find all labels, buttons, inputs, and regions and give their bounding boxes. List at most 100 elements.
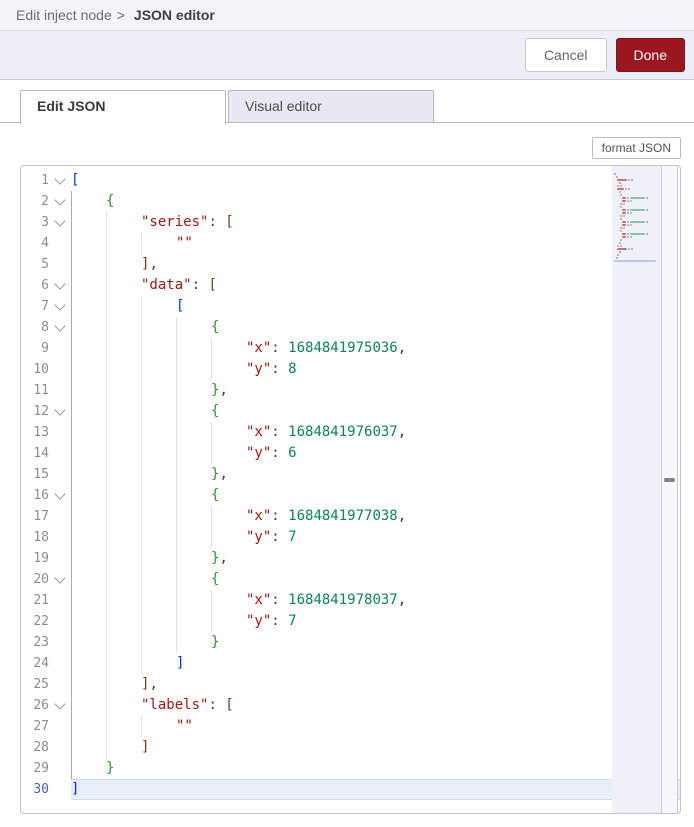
code-line[interactable]: 11}, — [21, 380, 680, 401]
code-line[interactable]: 16 { — [21, 485, 680, 506]
code-line[interactable]: 19}, — [21, 548, 680, 569]
code-line[interactable]: 26 "labels": [ — [21, 695, 680, 716]
line-content[interactable]: "x": 1684841978037, — [71, 590, 680, 611]
line-content[interactable]: "x": 1684841976037, — [71, 422, 680, 443]
line-content[interactable]: ], — [71, 674, 680, 695]
line-content[interactable]: [ — [71, 296, 680, 317]
fold-margin — [49, 737, 71, 758]
code-line[interactable]: 29} — [21, 758, 680, 779]
token-num: 8 — [288, 361, 297, 377]
token-pun: : — [271, 445, 289, 461]
code-line[interactable]: 3 "series": [ — [21, 212, 680, 233]
tab-visual-editor[interactable]: Visual editor — [228, 90, 434, 122]
code-line[interactable]: 7[ — [21, 296, 680, 317]
fold-toggle[interactable] — [49, 317, 71, 338]
line-content[interactable]: { — [71, 401, 680, 422]
code-line[interactable]: 28] — [21, 737, 680, 758]
code-line[interactable]: 22 "y": 7 — [21, 611, 680, 632]
line-content[interactable]: "y": 7 — [71, 527, 680, 548]
line-content[interactable]: { — [71, 569, 680, 590]
fold-toggle[interactable] — [49, 275, 71, 296]
fold-toggle[interactable] — [49, 485, 71, 506]
line-content[interactable]: ] — [71, 779, 680, 800]
token-br2: } — [211, 634, 220, 650]
chevron-down-icon[interactable] — [54, 173, 66, 185]
line-content[interactable]: "x": 1684841977038, — [71, 506, 680, 527]
dialog-action-bar: Cancel Done — [0, 31, 694, 80]
chevron-down-icon[interactable] — [54, 320, 66, 332]
fold-toggle[interactable] — [49, 212, 71, 233]
chevron-down-icon[interactable] — [54, 215, 66, 227]
code-line[interactable]: 8{ — [21, 317, 680, 338]
code-line[interactable]: 30] — [21, 779, 680, 800]
fold-toggle[interactable] — [49, 170, 71, 191]
minimap-line — [612, 241, 661, 244]
minimap-line — [612, 178, 661, 181]
code-line[interactable]: 10 "y": 8 — [21, 359, 680, 380]
code-line[interactable]: 20 { — [21, 569, 680, 590]
line-content[interactable]: }, — [71, 380, 680, 401]
code-line[interactable]: 5], — [21, 254, 680, 275]
code-line[interactable]: 6 "data": [ — [21, 275, 680, 296]
line-content[interactable]: } — [71, 758, 680, 779]
line-content[interactable]: "labels": [ — [71, 695, 680, 716]
code-line[interactable]: 23} — [21, 632, 680, 653]
line-content[interactable]: ] — [71, 653, 680, 674]
code-line[interactable]: 18 "y": 7 — [21, 527, 680, 548]
line-content[interactable]: "x": 1684841975036, — [71, 338, 680, 359]
indent-guide — [71, 653, 106, 674]
format-json-button[interactable]: format JSON — [591, 137, 681, 159]
line-content[interactable]: "series": [ — [71, 212, 680, 233]
code-line[interactable]: 21 "x": 1684841978037, — [21, 590, 680, 611]
minimap[interactable] — [612, 166, 661, 813]
line-content[interactable]: "y": 6 — [71, 443, 680, 464]
code-lines[interactable]: 1[2{3 "series": [4 "" 5], 6 "data": [7[8{9 "x"… — [21, 170, 680, 800]
code-line[interactable]: 4 "" — [21, 233, 680, 254]
fold-toggle[interactable] — [49, 401, 71, 422]
line-content[interactable]: "" — [71, 716, 680, 737]
chevron-down-icon[interactable] — [54, 404, 66, 416]
code-line[interactable]: 9 "x": 1684841975036, — [21, 338, 680, 359]
code-line[interactable]: 1[ — [21, 170, 680, 191]
code-line[interactable]: 17 "x": 1684841977038, — [21, 506, 680, 527]
code-line[interactable]: 12 { — [21, 401, 680, 422]
code-line[interactable]: 27 "" — [21, 716, 680, 737]
tab-edit-json[interactable]: Edit JSON — [20, 90, 226, 124]
line-content[interactable]: "" — [71, 233, 680, 254]
json-code-editor[interactable]: 1[2{3 "series": [4 "" 5], 6 "data": [7[8{9 "x"… — [20, 165, 681, 814]
chevron-down-icon[interactable] — [54, 572, 66, 584]
line-content[interactable]: }, — [71, 548, 680, 569]
line-content[interactable]: } — [71, 632, 680, 653]
fold-toggle[interactable] — [49, 695, 71, 716]
chevron-down-icon[interactable] — [54, 299, 66, 311]
cancel-button[interactable]: Cancel — [524, 38, 607, 72]
line-content[interactable]: "data": [ — [71, 275, 680, 296]
done-button[interactable]: Done — [615, 38, 685, 72]
chevron-down-icon[interactable] — [54, 194, 66, 206]
chevron-down-icon[interactable] — [54, 488, 66, 500]
fold-margin — [49, 548, 71, 569]
line-content[interactable]: "y": 8 — [71, 359, 680, 380]
code-line[interactable]: 24] — [21, 653, 680, 674]
fold-toggle[interactable] — [49, 191, 71, 212]
line-content[interactable]: { — [71, 485, 680, 506]
code-line[interactable]: 13 "x": 1684841976037, — [21, 422, 680, 443]
line-content[interactable]: "y": 7 — [71, 611, 680, 632]
line-content[interactable]: [ — [71, 170, 680, 191]
scrollbar[interactable] — [661, 166, 678, 813]
code-line[interactable]: 2{ — [21, 191, 680, 212]
code-line[interactable]: 14 "y": 6 — [21, 443, 680, 464]
fold-toggle[interactable] — [49, 296, 71, 317]
chevron-down-icon[interactable] — [54, 698, 66, 710]
chevron-down-icon[interactable] — [54, 278, 66, 290]
code-line[interactable]: 25], — [21, 674, 680, 695]
fold-toggle[interactable] — [49, 569, 71, 590]
code-line[interactable]: 15}, — [21, 464, 680, 485]
line-content[interactable]: { — [71, 191, 680, 212]
token-pun: : — [191, 277, 209, 293]
line-content[interactable]: ], — [71, 254, 680, 275]
scrollbar-thumb[interactable] — [664, 478, 675, 482]
line-content[interactable]: }, — [71, 464, 680, 485]
line-content[interactable]: ] — [71, 737, 680, 758]
line-content[interactable]: { — [71, 317, 680, 338]
